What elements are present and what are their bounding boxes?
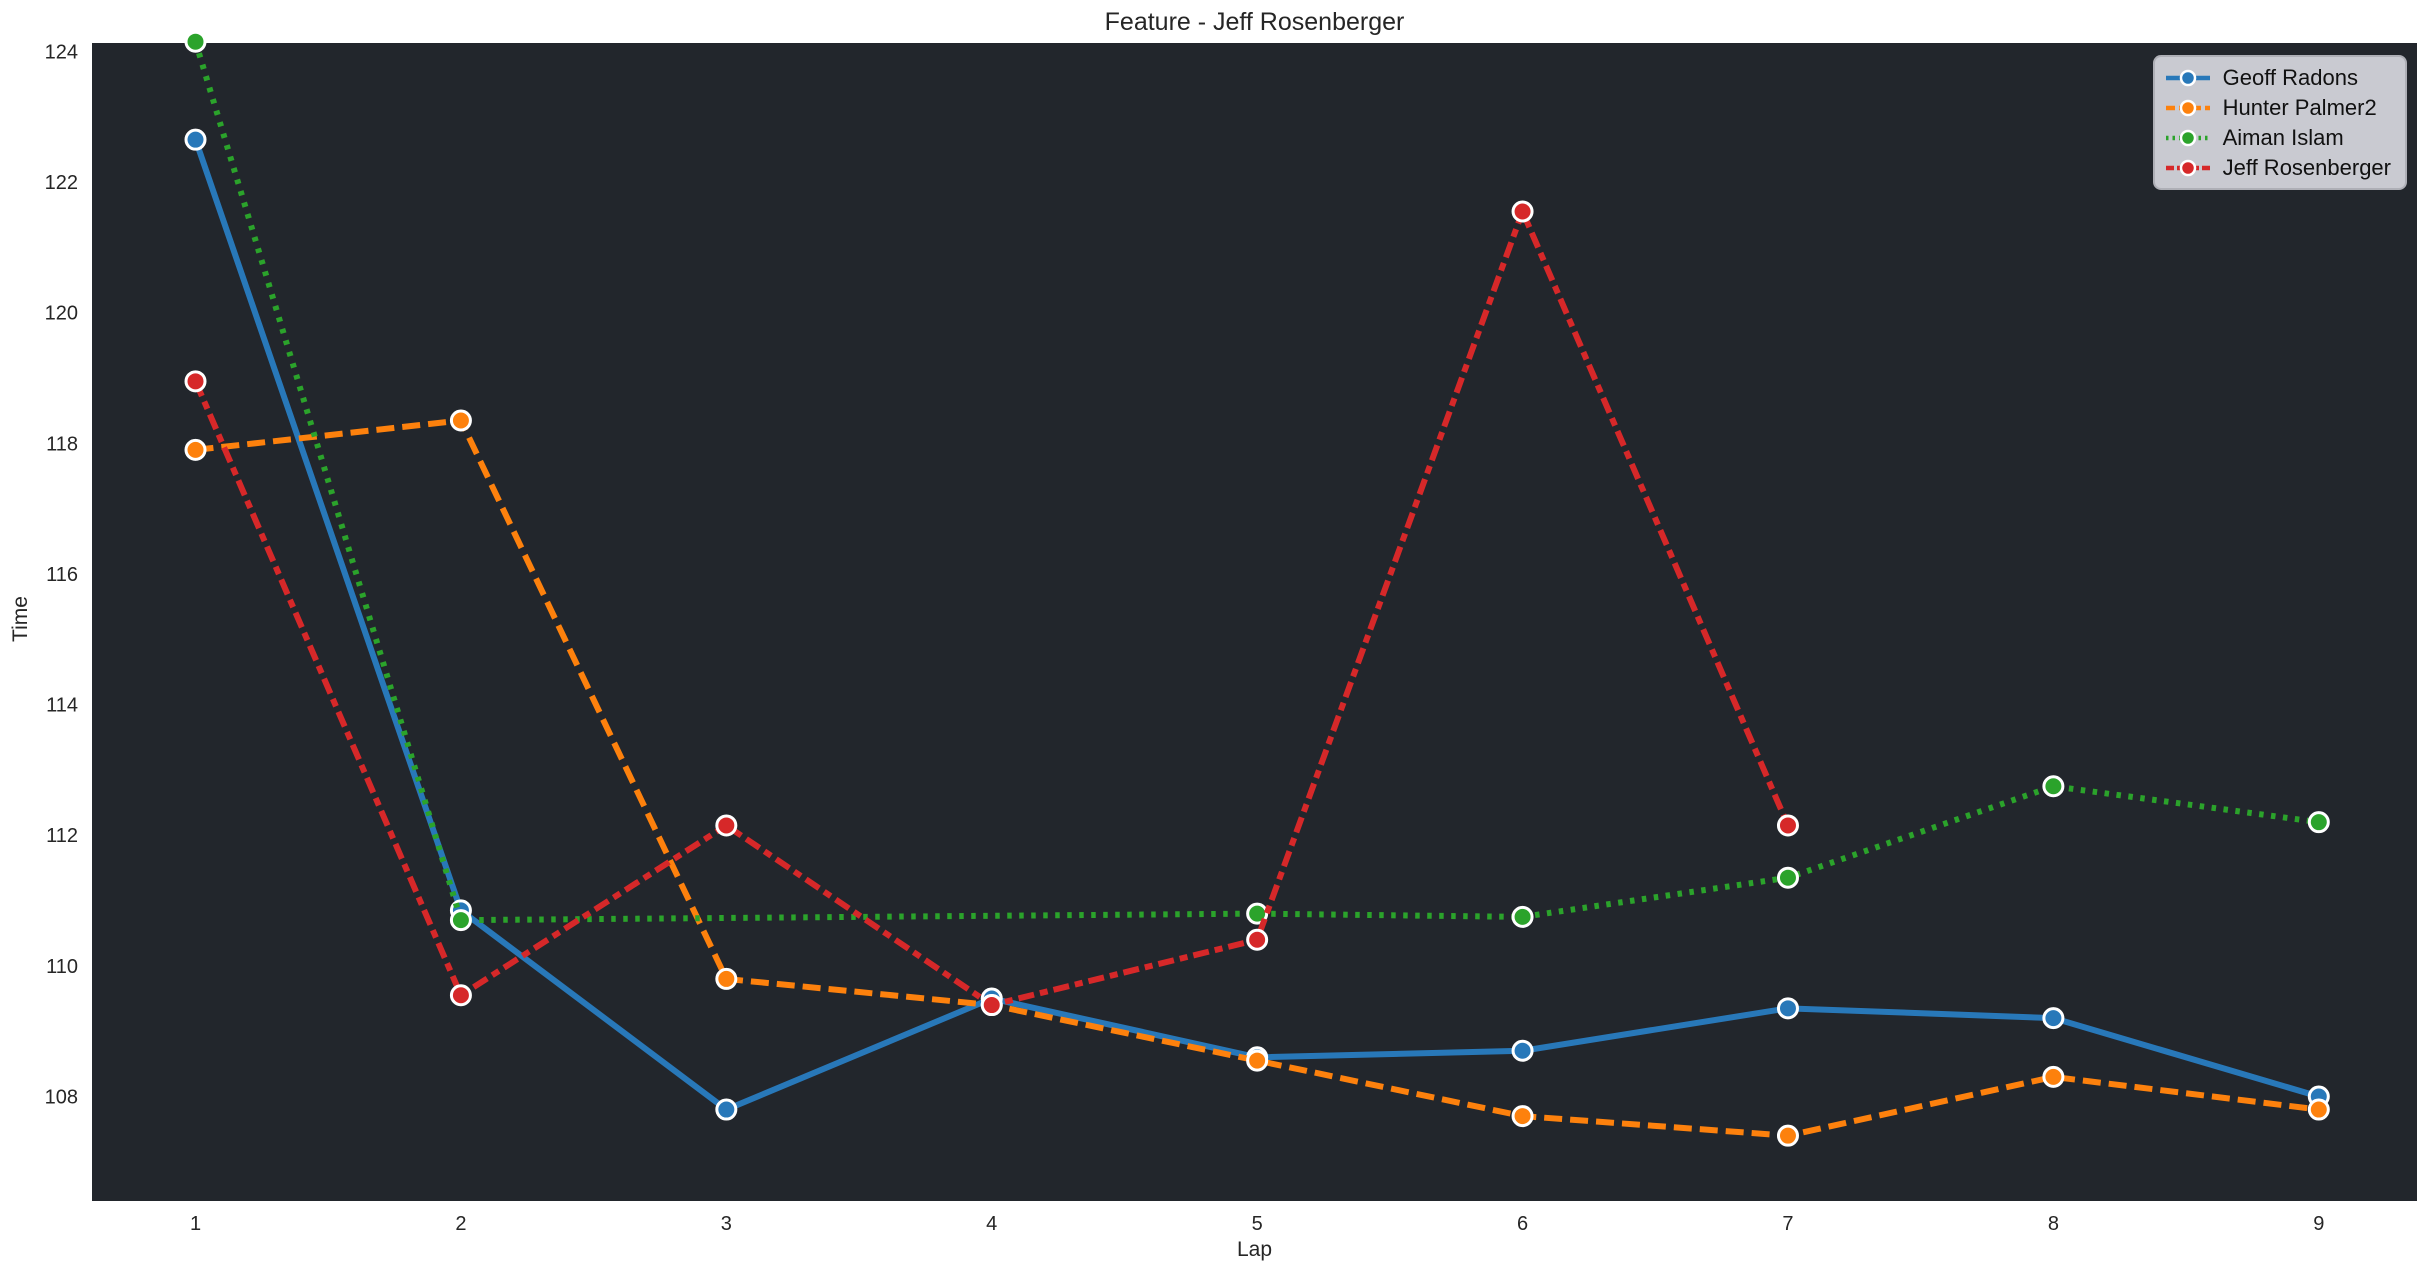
legend-label: Hunter Palmer2 (2222, 94, 2377, 120)
chart-title: Feature - Jeff Rosenberger (1104, 8, 1405, 36)
data-point (184, 370, 207, 393)
x-tick-label: 2 (455, 1213, 466, 1235)
legend-marker-icon (2179, 159, 2196, 176)
data-point (980, 994, 1003, 1017)
legend-marker-icon (2179, 129, 2196, 146)
data-point (1511, 1105, 1534, 1128)
x-tick-label: 3 (721, 1213, 732, 1235)
x-tick-label: 9 (2313, 1213, 2324, 1235)
data-point (1246, 928, 1269, 951)
data-point (1776, 997, 1799, 1020)
x-axis-label: Lap (1236, 1238, 1273, 1261)
y-tick-label: 116 (46, 564, 78, 586)
y-axis-label: Time (9, 596, 32, 642)
data-point (1776, 1124, 1799, 1147)
legend-label: Jeff Rosenberger (2222, 154, 2391, 180)
legend-marker-icon (2179, 99, 2196, 116)
data-point (1511, 1039, 1534, 1062)
legend: Geoff Radons Hunter Palmer2 Aiman Islam Jef… (2152, 55, 2407, 190)
data-point (1511, 905, 1534, 928)
legend-item: Aiman Islam (2165, 124, 2391, 151)
legend-line-sample (2165, 99, 2210, 116)
data-point (2307, 811, 2330, 834)
y-tick-label: 124 (45, 41, 78, 63)
y-tick-label: 120 (45, 303, 78, 325)
legend-item: Geoff Radons (2165, 64, 2391, 91)
x-tick-label: 7 (1782, 1213, 1793, 1235)
x-tick-label: 1 (190, 1213, 201, 1235)
legend-line-sample (2165, 159, 2210, 176)
x-tick-label: 5 (1252, 1213, 1263, 1235)
plot-background (92, 43, 2417, 1201)
data-point (715, 814, 738, 837)
x-tick-label: 4 (986, 1213, 997, 1235)
data-point (449, 409, 472, 432)
data-point (715, 1098, 738, 1121)
data-point (449, 984, 472, 1007)
y-tick-label: 108 (45, 1086, 78, 1108)
legend-label: Aiman Islam (2222, 124, 2344, 150)
data-point (184, 438, 207, 461)
data-point (2042, 775, 2065, 798)
legend-item: Jeff Rosenberger (2165, 154, 2391, 181)
data-point (715, 967, 738, 990)
data-point (1776, 866, 1799, 889)
y-tick-label: 122 (45, 172, 78, 194)
data-point (1511, 200, 1534, 223)
data-point (2042, 1065, 2065, 1088)
legend-line-sample (2165, 129, 2210, 146)
legend-label: Geoff Radons (2222, 64, 2358, 90)
y-tick-label: 110 (46, 956, 78, 978)
data-point (184, 128, 207, 151)
x-tick-label: 8 (2048, 1213, 2059, 1235)
y-tick-label: 112 (46, 825, 78, 847)
data-point (2042, 1007, 2065, 1030)
data-point (2307, 1098, 2330, 1121)
y-tick-label: 118 (46, 433, 78, 455)
data-point (184, 30, 207, 53)
legend-marker-icon (2179, 69, 2196, 86)
x-tick-label: 6 (1517, 1213, 1528, 1235)
legend-line-sample (2165, 69, 2210, 86)
y-tick-label: 114 (46, 695, 78, 717)
data-point (1246, 1049, 1269, 1072)
series-line-hunter-palmer2 (195, 417, 2320, 1139)
legend-item: Hunter Palmer2 (2165, 94, 2391, 121)
data-point (1776, 814, 1799, 837)
data-point (449, 909, 472, 932)
